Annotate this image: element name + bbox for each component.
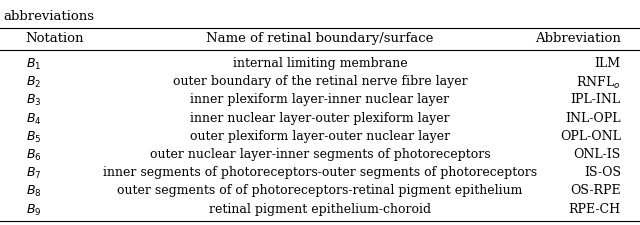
Text: OPL-ONL: OPL-ONL — [560, 130, 621, 143]
Text: $B_5$: $B_5$ — [26, 130, 41, 145]
Text: inner segments of photoreceptors-outer segments of photoreceptors: inner segments of photoreceptors-outer s… — [103, 166, 537, 179]
Text: $B_1$: $B_1$ — [26, 57, 41, 72]
Text: Notation: Notation — [26, 32, 84, 45]
Text: $B_6$: $B_6$ — [26, 148, 41, 163]
Text: outer boundary of the retinal nerve fibre layer: outer boundary of the retinal nerve fibr… — [173, 75, 467, 88]
Text: RPE-CH: RPE-CH — [569, 202, 621, 216]
Text: ONL-IS: ONL-IS — [573, 148, 621, 161]
Text: inner plexiform layer-inner nuclear layer: inner plexiform layer-inner nuclear laye… — [191, 93, 449, 106]
Text: Name of retinal boundary/surface: Name of retinal boundary/surface — [206, 32, 434, 45]
Text: abbreviations: abbreviations — [3, 10, 94, 23]
Text: OS-RPE: OS-RPE — [570, 184, 621, 197]
Text: RNFL$_o$: RNFL$_o$ — [577, 75, 621, 91]
Text: $B_9$: $B_9$ — [26, 202, 41, 218]
Text: outer nuclear layer-inner segments of photoreceptors: outer nuclear layer-inner segments of ph… — [150, 148, 490, 161]
Text: inner nuclear layer-outer plexiform layer: inner nuclear layer-outer plexiform laye… — [190, 112, 450, 125]
Text: $B_8$: $B_8$ — [26, 184, 41, 200]
Text: $B_7$: $B_7$ — [26, 166, 41, 181]
Text: Abbreviation: Abbreviation — [535, 32, 621, 45]
Text: outer plexiform layer-outer nuclear layer: outer plexiform layer-outer nuclear laye… — [190, 130, 450, 143]
Text: $B_4$: $B_4$ — [26, 112, 41, 127]
Text: retinal pigment epithelium-choroid: retinal pigment epithelium-choroid — [209, 202, 431, 216]
Text: INL-OPL: INL-OPL — [565, 112, 621, 125]
Text: internal limiting membrane: internal limiting membrane — [233, 57, 407, 70]
Text: outer segments of of photoreceptors-retinal pigment epithelium: outer segments of of photoreceptors-reti… — [117, 184, 523, 197]
Text: IS-OS: IS-OS — [584, 166, 621, 179]
Text: IPL-INL: IPL-INL — [571, 93, 621, 106]
Text: $B_3$: $B_3$ — [26, 93, 41, 108]
Text: $B_2$: $B_2$ — [26, 75, 41, 90]
Text: ILM: ILM — [595, 57, 621, 70]
